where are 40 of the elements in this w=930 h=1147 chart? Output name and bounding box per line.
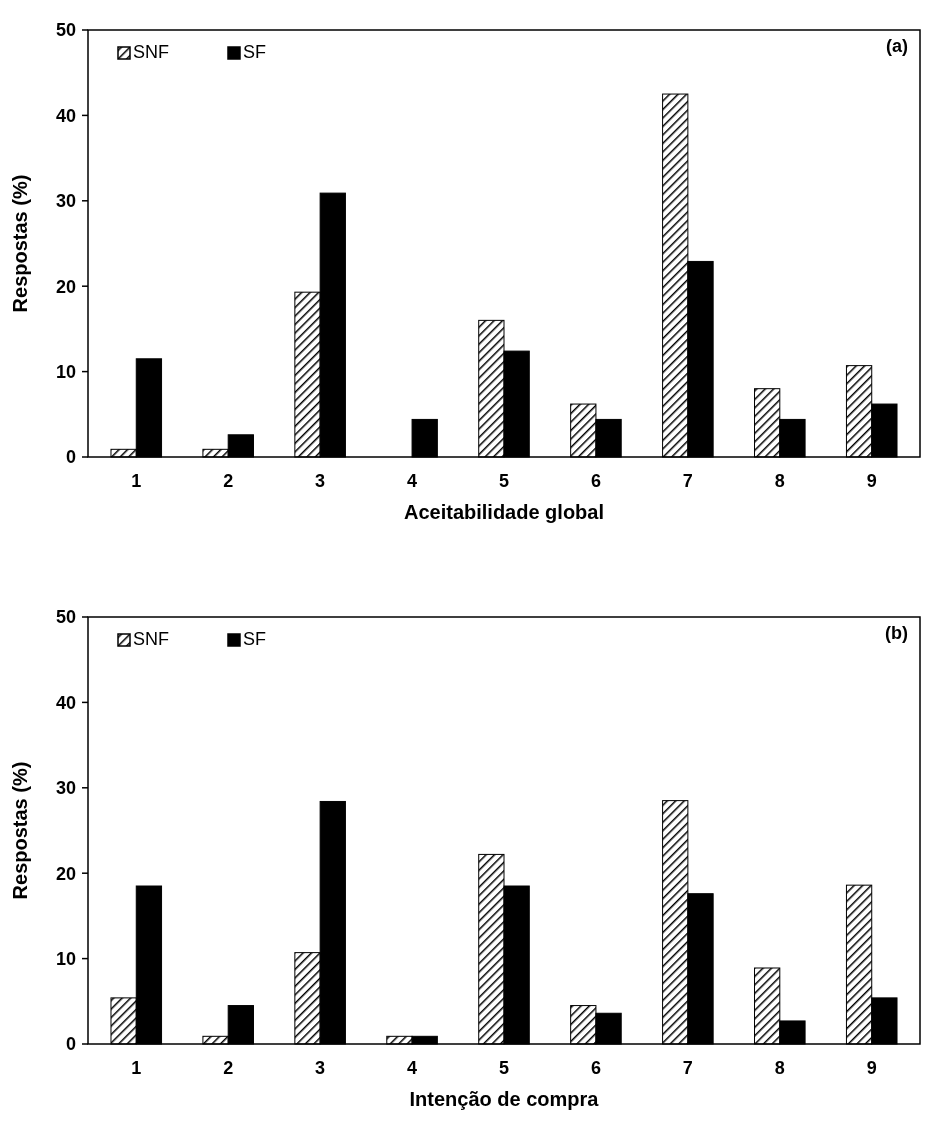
legend-label: SF bbox=[243, 42, 267, 62]
y-tick-label: 40 bbox=[55, 692, 76, 713]
x-tick-label: 8 bbox=[774, 471, 785, 491]
x-tick-label: 2 bbox=[223, 471, 234, 491]
y-tick-label: 40 bbox=[55, 105, 76, 126]
y-axis-title: Respostas (%) bbox=[9, 761, 31, 900]
x-tick-label: 9 bbox=[866, 1058, 877, 1078]
y-tick-label: 0 bbox=[65, 1034, 76, 1055]
x-tick-label: 9 bbox=[866, 471, 877, 491]
y-tick-label: 10 bbox=[55, 361, 76, 382]
x-tick-label: 2 bbox=[223, 1058, 234, 1078]
y-tick-label: 30 bbox=[55, 191, 76, 212]
y-tick-label: 50 bbox=[55, 20, 76, 41]
x-tick-label: 5 bbox=[498, 471, 510, 491]
chart-title: (a) bbox=[886, 36, 908, 56]
legend-label: SNF bbox=[133, 629, 169, 649]
x-tick-label: 7 bbox=[682, 471, 693, 491]
x-tick-label: 1 bbox=[131, 471, 142, 491]
y-tick-label: 30 bbox=[55, 778, 76, 799]
x-tick-label: 4 bbox=[407, 471, 418, 491]
y-tick-label: 0 bbox=[65, 447, 76, 468]
x-axis-title: Aceitabilidade global bbox=[403, 501, 605, 523]
y-axis-title: Respostas (%) bbox=[9, 174, 31, 313]
y-tick-label: 50 bbox=[55, 607, 76, 628]
x-tick-label: 7 bbox=[682, 1058, 693, 1078]
chart-title: (b) bbox=[885, 623, 908, 643]
x-tick-label: 5 bbox=[498, 1058, 510, 1078]
legend-label: SNF bbox=[133, 42, 169, 62]
x-tick-label: 8 bbox=[774, 1058, 785, 1078]
x-tick-label: 3 bbox=[315, 471, 326, 491]
x-tick-label: 6 bbox=[590, 1058, 601, 1078]
x-axis-title: Intenção de compra bbox=[409, 1088, 600, 1110]
y-tick-label: 10 bbox=[55, 948, 76, 969]
x-tick-label: 6 bbox=[590, 471, 601, 491]
legend-label: SF bbox=[243, 629, 267, 649]
y-tick-label: 20 bbox=[55, 276, 76, 297]
x-tick-label: 1 bbox=[131, 1058, 142, 1078]
x-tick-label: 4 bbox=[407, 1058, 418, 1078]
x-tick-label: 3 bbox=[315, 1058, 326, 1078]
y-tick-label: 20 bbox=[55, 863, 76, 884]
